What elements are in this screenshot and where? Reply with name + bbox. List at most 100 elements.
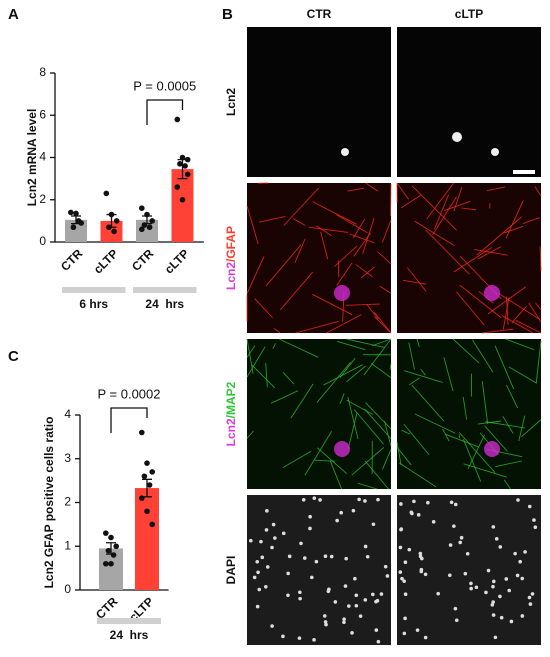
micrograph bbox=[247, 495, 391, 645]
fiber bbox=[403, 423, 430, 456]
fiber bbox=[351, 446, 385, 476]
data-point bbox=[108, 560, 114, 567]
fiber bbox=[282, 372, 295, 385]
panel-label: A bbox=[8, 6, 19, 23]
fiber bbox=[312, 201, 357, 225]
x-tick-label: CTR bbox=[129, 246, 157, 274]
p-value: P = 0.0005 bbox=[133, 78, 196, 93]
data-point bbox=[184, 171, 191, 178]
fiber bbox=[352, 219, 365, 239]
fiber bbox=[350, 233, 375, 244]
fiber bbox=[346, 365, 366, 383]
nucleus bbox=[351, 508, 356, 513]
fiber bbox=[462, 439, 482, 482]
error-bar bbox=[106, 542, 116, 555]
nucleus bbox=[371, 522, 376, 527]
fiber bbox=[515, 319, 542, 334]
data-point bbox=[139, 226, 145, 233]
nucleus bbox=[418, 551, 423, 556]
nucleus bbox=[453, 502, 458, 507]
data-point bbox=[113, 218, 120, 224]
y-tick-label: 4 bbox=[39, 150, 46, 164]
column-label: CTR bbox=[307, 7, 332, 21]
nucleus bbox=[265, 509, 269, 513]
data-point bbox=[108, 534, 114, 541]
fiber bbox=[400, 194, 422, 209]
fiber bbox=[461, 207, 477, 211]
nucleus bbox=[271, 522, 276, 527]
row-label-part: Lcn2 bbox=[224, 418, 238, 446]
nucleus bbox=[498, 594, 502, 599]
nucleus bbox=[322, 614, 327, 618]
nucleus bbox=[298, 596, 302, 601]
fiber bbox=[408, 342, 415, 370]
nucleus bbox=[407, 547, 412, 552]
data-point bbox=[149, 521, 155, 528]
fiber bbox=[259, 215, 286, 223]
nucleus bbox=[423, 635, 428, 640]
nucleus bbox=[504, 577, 509, 581]
cell bbox=[334, 441, 350, 457]
data-point bbox=[105, 547, 112, 554]
fiber bbox=[373, 311, 392, 334]
fiber bbox=[246, 430, 254, 439]
fiber bbox=[486, 186, 506, 192]
nucleus bbox=[426, 500, 430, 505]
fiber bbox=[404, 370, 443, 383]
data-point bbox=[103, 560, 109, 567]
data-point bbox=[174, 184, 181, 190]
nucleus bbox=[515, 573, 520, 578]
fiber bbox=[265, 362, 268, 388]
fiber bbox=[502, 225, 524, 234]
row-label: Lcn2/GFAP bbox=[224, 226, 238, 290]
fiber bbox=[337, 340, 366, 351]
nucleus bbox=[312, 496, 317, 500]
data-point bbox=[139, 205, 145, 211]
fiber bbox=[326, 314, 362, 334]
fiber bbox=[355, 264, 373, 278]
data-point bbox=[146, 224, 153, 231]
fiber bbox=[420, 368, 426, 376]
nucleus bbox=[257, 587, 262, 592]
fiber bbox=[444, 433, 479, 448]
row-label: Lcn2 bbox=[224, 88, 238, 116]
fiber bbox=[246, 256, 265, 294]
data-point bbox=[111, 228, 117, 235]
nucleus bbox=[286, 593, 290, 598]
fiber bbox=[396, 182, 409, 200]
panel-label: B bbox=[222, 6, 233, 23]
row-label-part: /MAP2 bbox=[224, 381, 238, 418]
fiber bbox=[463, 463, 508, 478]
fiber bbox=[443, 357, 454, 392]
nucleus bbox=[374, 628, 379, 632]
nucleus bbox=[350, 631, 354, 635]
data-point bbox=[174, 116, 181, 123]
nucleus bbox=[412, 499, 416, 504]
fiber bbox=[339, 357, 356, 378]
fiber bbox=[272, 343, 276, 350]
nucleus bbox=[312, 638, 316, 642]
data-point bbox=[184, 156, 191, 163]
fiber bbox=[316, 225, 332, 236]
fiber bbox=[481, 381, 489, 425]
fiber bbox=[522, 217, 540, 225]
fiber bbox=[520, 419, 542, 438]
fiber bbox=[294, 238, 306, 263]
fiber bbox=[361, 266, 376, 279]
fiber bbox=[472, 339, 494, 373]
nucleus bbox=[486, 568, 491, 573]
fiber bbox=[339, 393, 345, 404]
data-point bbox=[68, 209, 74, 216]
nucleus bbox=[533, 525, 538, 530]
x-tick-label: cLTP bbox=[91, 246, 121, 276]
nucleus bbox=[327, 587, 331, 592]
nucleus bbox=[516, 498, 520, 502]
row-label: Lcn2/MAP2 bbox=[224, 381, 238, 446]
nucleus bbox=[357, 497, 361, 502]
panel-label: C bbox=[8, 348, 19, 365]
fiber bbox=[426, 182, 455, 219]
fiber bbox=[371, 363, 392, 379]
fiber bbox=[278, 338, 319, 358]
fiber bbox=[484, 425, 508, 452]
